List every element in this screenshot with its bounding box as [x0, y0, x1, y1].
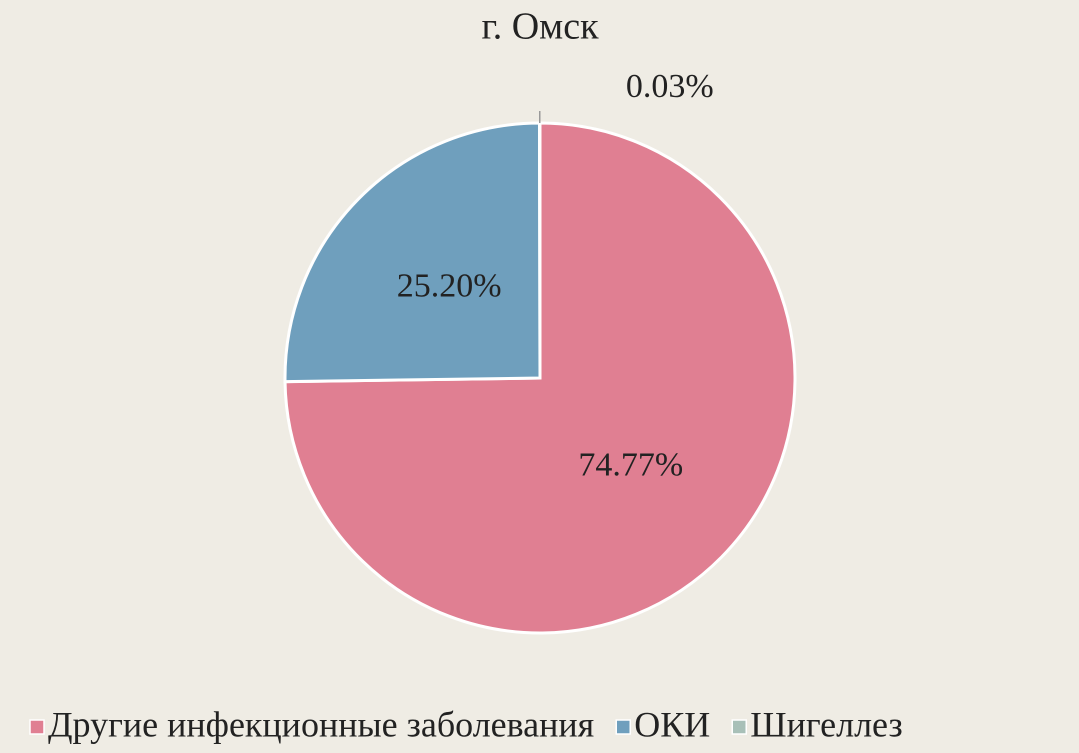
legend-label: ОКИ — [634, 704, 710, 744]
pie-slice — [283, 121, 797, 635]
legend-swatch — [731, 719, 747, 735]
data-label: 74.77% — [578, 446, 683, 483]
data-label: 25.20% — [397, 267, 502, 304]
pie-slice — [283, 121, 542, 384]
legend-label: Другие инфекционные заболевания — [48, 704, 594, 744]
data-label: 0.03% — [626, 68, 714, 105]
legend-label: Шигеллез — [750, 704, 902, 744]
legend-swatch — [29, 719, 45, 735]
chart-title: г. Омск — [481, 6, 599, 48]
legend-swatch — [615, 719, 631, 735]
